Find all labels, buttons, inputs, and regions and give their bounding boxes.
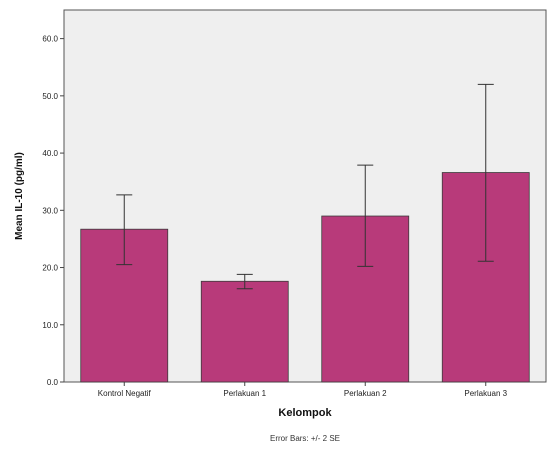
x-tick-label: Perlakuan 1: [223, 389, 266, 398]
bar: [200, 280, 289, 383]
error-bars: [116, 83, 494, 290]
y-tick-label: 0.0: [47, 378, 59, 387]
y-tick-label: 30.0: [42, 206, 58, 215]
x-tick-label: Perlakuan 3: [464, 389, 507, 398]
x-axis-title: Kelompok: [278, 407, 332, 419]
y-tick-label: 50.0: [42, 92, 58, 101]
y-tick-label: 60.0: [42, 35, 58, 44]
y-axis-title: Mean IL-10 (pg/ml): [14, 152, 25, 240]
x-tick-label: Perlakuan 2: [344, 389, 387, 398]
y-axis: 0.0 10.0 20.0 30.0 40.0 50.0 60.0: [42, 35, 64, 387]
y-tick-label: 40.0: [42, 149, 58, 158]
y-tick-label: 10.0: [42, 321, 58, 330]
x-axis: Kontrol Negatif Perlakuan 1 Perlakuan 2 Per…: [98, 382, 508, 398]
x-tick-label: Kontrol Negatif: [98, 389, 152, 398]
error-bars-note: Error Bars: +/- 2 SE: [270, 434, 340, 443]
y-tick-label: 20.0: [42, 264, 58, 273]
